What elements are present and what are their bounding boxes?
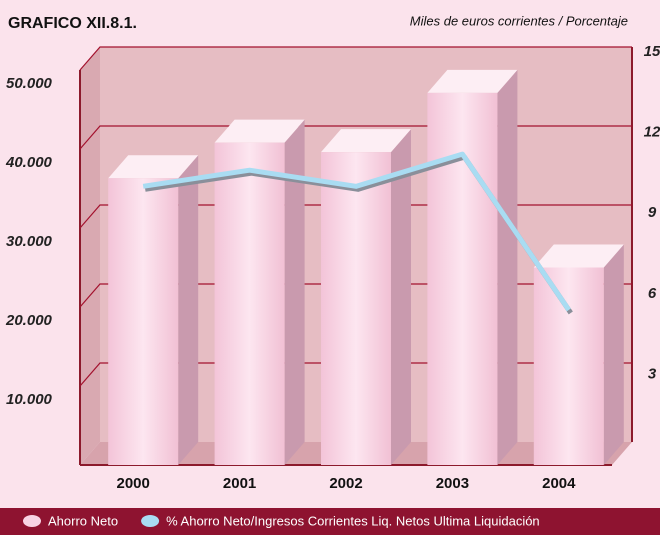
bar-front [214, 142, 285, 465]
bar [427, 69, 518, 465]
legend [0, 508, 660, 535]
y-tick-label: 20.000 [5, 312, 53, 329]
y-tick-label: 10.000 [6, 391, 53, 408]
chart-subtitle: Miles de euros corrientes / Porcentaje [410, 13, 628, 28]
bar-front [108, 178, 179, 466]
bar-side [603, 244, 624, 465]
chart-title: GRAFICO XII.8.1. [8, 15, 137, 32]
legend-marker [141, 515, 160, 527]
bar [108, 155, 199, 466]
bar [214, 119, 305, 466]
y-tick-label: 30.000 [6, 233, 53, 250]
bar-side [178, 155, 199, 466]
bar-side [284, 119, 305, 466]
bar-top [108, 155, 199, 179]
bar-top [214, 119, 305, 143]
bar [533, 244, 624, 465]
bar-front [533, 267, 604, 465]
legend-label: % Ahorro Neto/Ingresos Corrientes Liq. N… [166, 513, 540, 528]
y2-tick-label: 12 [644, 124, 660, 141]
x-tick-label: 2003 [436, 475, 469, 492]
bar-side [497, 69, 518, 465]
bar-front [321, 152, 391, 465]
bar-front [427, 92, 498, 465]
legend-marker [23, 515, 41, 527]
y2-tick-label: 6 [648, 285, 657, 302]
y-tick-label: 40.000 [5, 154, 53, 171]
y-tick-label: 50.000 [6, 75, 53, 92]
bar-top [533, 244, 624, 268]
side-wall [80, 47, 100, 465]
x-tick-label: 2001 [223, 475, 256, 492]
legend-label: Ahorro Neto [48, 513, 118, 528]
bar [321, 129, 411, 465]
bar-top [427, 69, 518, 93]
grid-line [79, 46, 632, 71]
x-tick-label: 2004 [542, 475, 576, 492]
y2-tick-label: 15 [644, 43, 660, 60]
bar-top [321, 129, 411, 153]
bar-side [391, 129, 411, 465]
y2-tick-label: 9 [648, 204, 657, 221]
x-tick-label: 2002 [329, 475, 362, 492]
x-tick-label: 2000 [117, 475, 150, 492]
line [142, 151, 571, 312]
y2-tick-label: 3 [648, 365, 657, 382]
